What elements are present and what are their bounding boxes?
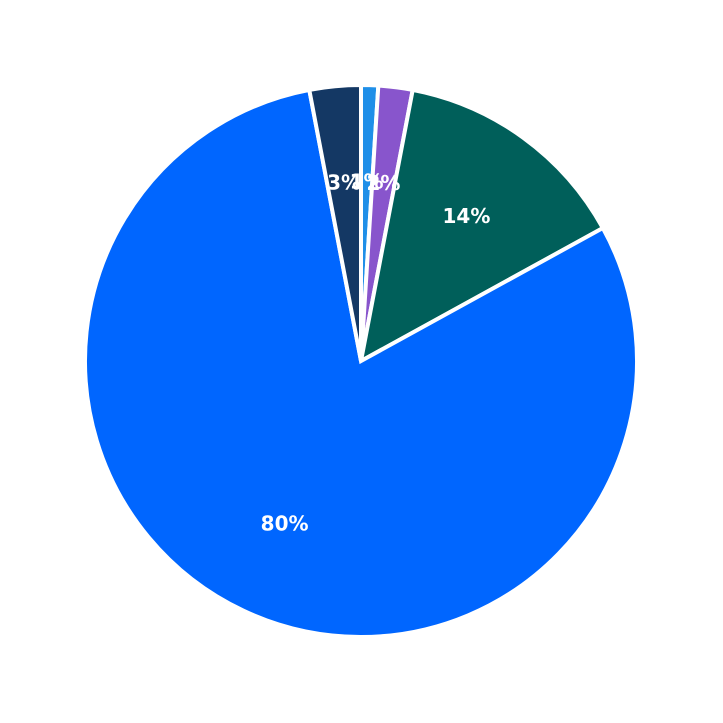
pie-slice-label-4: 3% (327, 170, 361, 194)
pie-slice-3 (83, 87, 639, 639)
pie-slice-label-2: 14% (443, 204, 491, 228)
pie-labels: 1%2% 14% 80% 3% (261, 170, 491, 536)
pie-slice-label-0: 1% (350, 170, 384, 194)
pie-slices (83, 82, 639, 639)
pie-slice-label-3: 80% (261, 511, 309, 535)
pie-slice-4 (306, 82, 363, 362)
pie-slice-2 (358, 87, 606, 365)
pie-slice-label-1: 2% (366, 171, 400, 195)
